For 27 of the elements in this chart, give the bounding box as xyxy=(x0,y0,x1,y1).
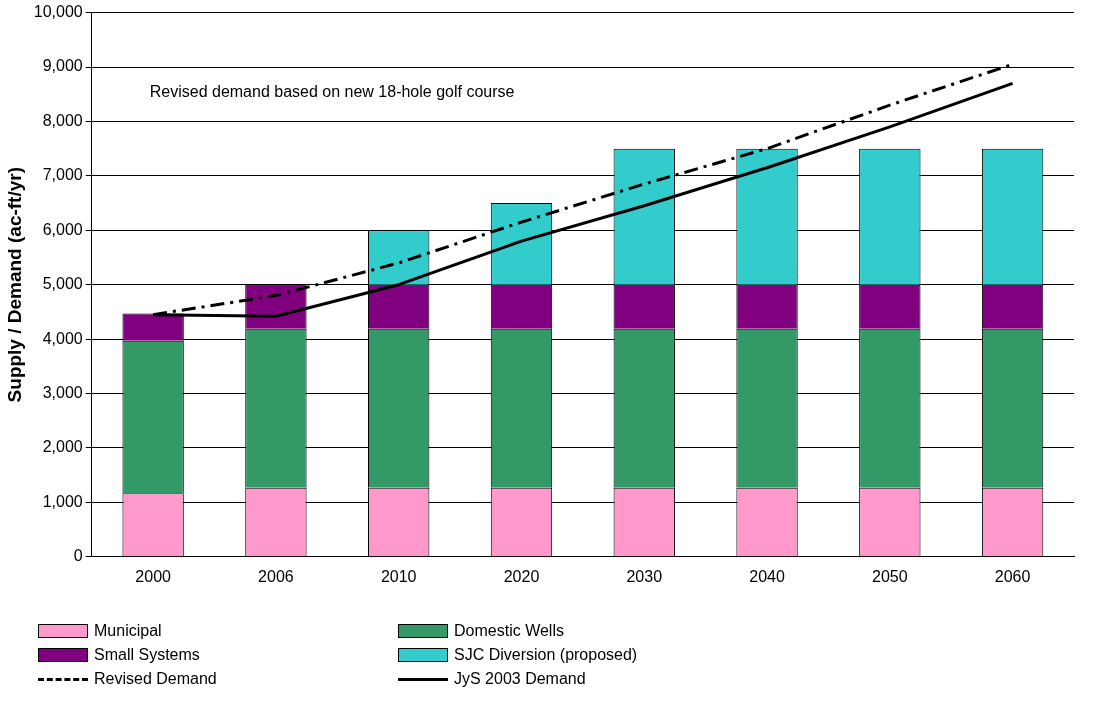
y-tick-label: 3,000 xyxy=(42,383,83,401)
y-tick-label: 1,000 xyxy=(42,492,83,510)
x-tick-label: 2000 xyxy=(135,567,172,585)
y-tick-label: 6,000 xyxy=(42,220,83,238)
x-tick-label: 2010 xyxy=(380,567,417,585)
legend-label: Revised Demand xyxy=(94,670,217,688)
x-tick-label: 2006 xyxy=(258,567,294,585)
y-tick-label: 9,000 xyxy=(42,57,83,75)
y-tick-label: 4,000 xyxy=(42,329,83,347)
y-tick-label: 10,000 xyxy=(33,3,83,21)
legend-label: Municipal xyxy=(94,622,162,640)
x-tick-label: 2020 xyxy=(503,567,540,585)
y-tick-label: 2,000 xyxy=(42,438,83,456)
x-tick-label: 2050 xyxy=(872,567,908,585)
y-tick-label: 8,000 xyxy=(42,111,83,129)
y-tick-label: 0 xyxy=(73,547,83,565)
legend-label: Domestic Wells xyxy=(454,622,564,640)
y-tick-label: 5,000 xyxy=(42,275,83,293)
x-tick-label: 2040 xyxy=(749,567,785,585)
x-tick-label: 2030 xyxy=(626,567,663,585)
legend-label: JyS 2003 Demand xyxy=(454,670,586,688)
x-tick-label: 2060 xyxy=(994,567,1031,585)
legend-label: Small Systems xyxy=(94,646,200,664)
y-tick-label: 7,000 xyxy=(42,166,83,184)
legend-label: SJC Diversion (proposed) xyxy=(454,646,638,664)
annotation: Revised demand based on new 18-hole golf course xyxy=(149,83,515,101)
y-axis-title: Supply / Demand (ac-ft/yr) xyxy=(3,166,25,403)
